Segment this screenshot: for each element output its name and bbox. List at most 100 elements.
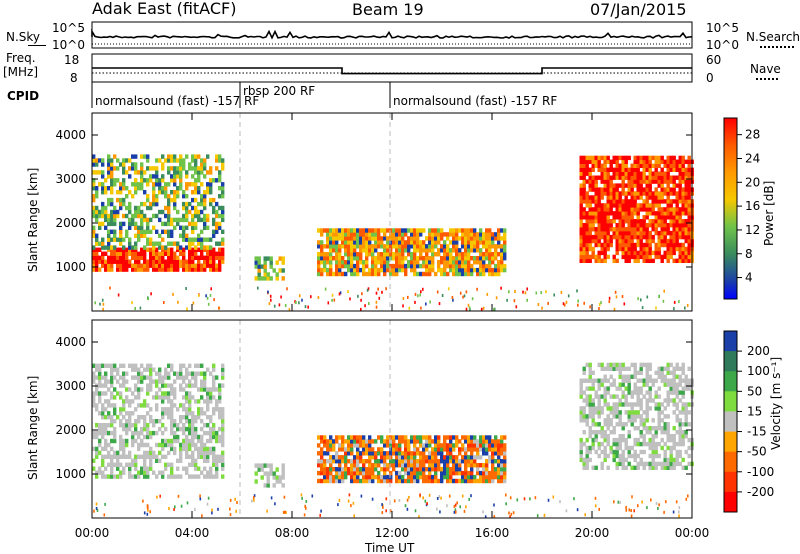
range-cell — [663, 219, 667, 224]
range-cell — [615, 155, 619, 161]
range-cell — [579, 386, 583, 391]
range-cell — [92, 186, 96, 191]
range-cell — [344, 447, 348, 452]
range-cell — [414, 292, 417, 296]
range-cell — [101, 375, 105, 380]
range-cell — [137, 430, 141, 436]
range-cell — [672, 250, 676, 256]
range-cell — [633, 258, 637, 263]
range-cell — [395, 435, 399, 440]
range-cell — [185, 446, 189, 452]
range-cell — [380, 439, 384, 444]
range-cell — [197, 190, 201, 195]
range-cell — [597, 238, 601, 244]
range-cell — [341, 474, 345, 480]
range-cell — [425, 260, 429, 265]
range-cell — [687, 242, 691, 248]
range-cell — [621, 219, 625, 224]
range-cell — [332, 236, 336, 241]
range-cell — [203, 158, 207, 163]
range-cell — [365, 467, 369, 472]
range-cell — [617, 500, 620, 504]
range-cell — [476, 256, 480, 261]
range-cell — [185, 209, 189, 215]
range-cell — [335, 252, 339, 257]
range-cell — [344, 260, 348, 265]
range-cell — [633, 155, 637, 161]
range-cell — [353, 271, 357, 277]
range-cell — [401, 256, 405, 261]
range-cell — [615, 211, 619, 216]
range-cell — [612, 159, 616, 164]
range-cell — [579, 234, 583, 240]
range-cell — [323, 470, 327, 476]
range-cell — [122, 255, 126, 260]
range-cell — [356, 271, 360, 277]
range-cell — [149, 387, 153, 392]
range-cell — [636, 187, 640, 192]
range-cell — [422, 443, 426, 448]
range-cell — [666, 163, 670, 168]
range-cell — [678, 179, 682, 184]
range-cell — [146, 367, 150, 372]
range-cell — [161, 178, 165, 183]
range-cell — [500, 443, 504, 448]
range-cell — [221, 251, 225, 256]
range-cell — [547, 301, 549, 305]
range-cell — [463, 509, 466, 513]
range-cell — [648, 230, 652, 236]
range-cell — [113, 213, 117, 219]
range-cell — [140, 426, 144, 432]
range-cell — [655, 501, 658, 505]
range-cell — [455, 236, 459, 241]
range-cell — [657, 370, 661, 375]
range-cell — [633, 242, 637, 248]
range-cell — [386, 260, 390, 265]
range-cell — [95, 186, 99, 191]
range-cell — [648, 386, 652, 391]
range-cell — [320, 435, 324, 440]
range-cell — [603, 155, 607, 161]
range-cell — [131, 245, 135, 250]
range-cell — [221, 217, 225, 223]
range-cell — [437, 252, 441, 257]
range-cell — [104, 502, 106, 506]
range-cell — [413, 439, 417, 444]
range-cell — [128, 247, 132, 252]
range-cell — [107, 221, 111, 227]
range-cell — [110, 263, 114, 268]
range-cell — [597, 191, 601, 196]
range-cell — [125, 442, 129, 448]
range-cell — [646, 295, 649, 299]
range-cell — [170, 247, 174, 252]
range-cell — [194, 466, 198, 471]
range-cell — [185, 213, 189, 219]
range-cell — [122, 166, 126, 171]
range-cell — [347, 267, 351, 273]
range-cell — [642, 242, 646, 248]
range-cell — [101, 474, 105, 479]
range-cell — [92, 391, 96, 396]
range-cell — [416, 271, 420, 277]
range-cell — [588, 378, 592, 383]
range-cell — [681, 219, 685, 224]
range-cell — [254, 276, 258, 281]
range-cell — [591, 402, 595, 407]
range-cell — [497, 240, 501, 245]
range-cell — [660, 223, 664, 228]
range-cell — [338, 244, 342, 249]
range-cell — [663, 426, 667, 431]
range-cell — [167, 438, 171, 444]
range-cell — [618, 362, 622, 368]
range-cell — [329, 240, 333, 245]
range-cell — [401, 451, 405, 456]
range-cell — [332, 474, 336, 480]
range-cell — [357, 294, 359, 298]
range-cell — [386, 248, 390, 253]
range-cell — [440, 271, 444, 277]
range-cell — [497, 447, 501, 452]
range-cell — [269, 294, 272, 298]
range-cell — [621, 167, 625, 172]
range-cell — [428, 463, 432, 468]
range-cell — [200, 251, 204, 256]
